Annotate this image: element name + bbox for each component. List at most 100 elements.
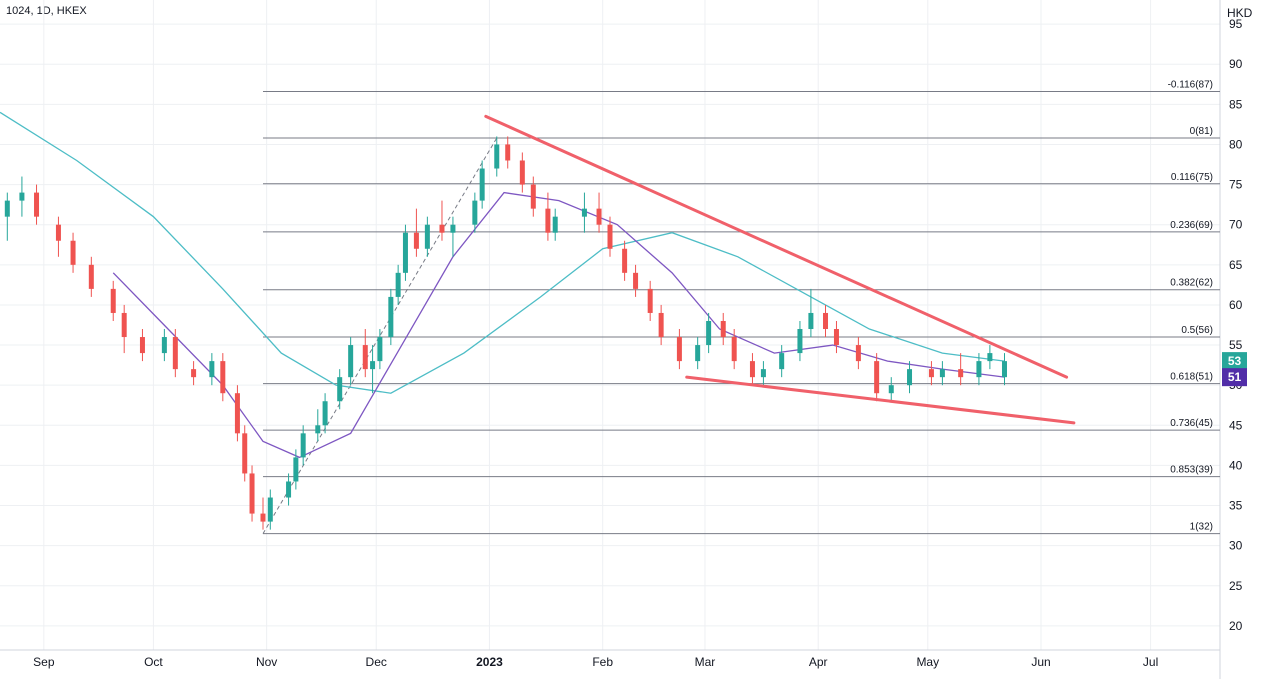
candle xyxy=(958,353,964,386)
candle xyxy=(4,192,10,241)
candle-body xyxy=(596,208,602,225)
candle xyxy=(161,329,167,362)
candle-body xyxy=(220,361,226,394)
price-tick: 75 xyxy=(1229,178,1243,192)
candle-body xyxy=(249,473,255,514)
candle-body xyxy=(658,312,664,338)
candle-body xyxy=(720,320,726,338)
fib-level-label: 0.853(39) xyxy=(1170,465,1213,476)
time-tick: May xyxy=(916,655,939,669)
candle xyxy=(362,329,368,378)
time-tick: Apr xyxy=(809,655,828,669)
candle-body xyxy=(808,312,814,330)
candle xyxy=(888,377,894,402)
time-tick: Nov xyxy=(256,655,277,669)
candle xyxy=(976,353,982,386)
candle-body xyxy=(315,425,321,434)
candle xyxy=(322,393,328,434)
fib-level-label: 0.382(62) xyxy=(1170,278,1213,289)
candle xyxy=(388,288,394,346)
candle-body xyxy=(413,232,419,249)
price-tick: 40 xyxy=(1229,458,1243,472)
time-tick: Feb xyxy=(592,655,613,669)
candle-body xyxy=(987,353,993,362)
candle xyxy=(450,216,456,257)
candle-body xyxy=(337,377,343,402)
time-tick: Dec xyxy=(366,655,387,669)
candle xyxy=(823,304,829,338)
candle-body xyxy=(55,224,61,241)
candle-body xyxy=(191,369,197,378)
candle xyxy=(797,320,803,362)
time-tick: Sep xyxy=(33,655,55,669)
price-tick: 35 xyxy=(1229,499,1243,513)
candle-body xyxy=(494,144,500,169)
candle-body xyxy=(505,144,511,161)
candle xyxy=(833,320,839,354)
price-tick: 80 xyxy=(1229,137,1243,151)
time-tick: 2023 xyxy=(476,655,503,669)
trendline xyxy=(484,114,1069,379)
fib-level-label: 0.736(45) xyxy=(1170,418,1213,429)
candle xyxy=(402,224,408,281)
candle-body xyxy=(234,393,240,434)
price-tick: 70 xyxy=(1229,218,1243,232)
time-tick: Mar xyxy=(695,655,716,669)
candle xyxy=(581,192,587,233)
candle-body xyxy=(928,369,934,378)
price-badge-label: 53 xyxy=(1228,354,1242,368)
candle-body xyxy=(439,224,445,233)
candle xyxy=(1001,353,1007,386)
candle xyxy=(242,425,248,482)
candle xyxy=(377,329,383,370)
candle xyxy=(530,176,536,217)
candle-body xyxy=(695,345,701,362)
candle-body xyxy=(779,353,785,370)
candle xyxy=(121,304,127,354)
candle-body xyxy=(545,208,551,233)
candle xyxy=(505,136,511,169)
candle xyxy=(760,361,766,386)
fib-level-label: 0(81) xyxy=(1190,126,1213,137)
price-tick: 65 xyxy=(1229,258,1243,272)
candle xyxy=(987,345,993,370)
fib-level-label: 0.116(75) xyxy=(1171,172,1213,183)
candle xyxy=(855,337,861,370)
candle-body xyxy=(402,232,408,273)
candle xyxy=(220,353,226,402)
candle xyxy=(315,409,321,442)
candle xyxy=(370,345,376,394)
candle xyxy=(472,192,478,233)
candle-body xyxy=(121,312,127,338)
candle-body xyxy=(260,513,266,522)
candle xyxy=(622,240,628,281)
candle xyxy=(633,264,639,297)
candle-body xyxy=(209,361,215,378)
candle xyxy=(676,329,682,370)
candle xyxy=(731,329,737,370)
price-tick: 30 xyxy=(1229,539,1243,553)
candle xyxy=(494,136,500,177)
candle xyxy=(720,312,726,346)
candle xyxy=(139,329,145,362)
candle xyxy=(34,184,40,225)
candle xyxy=(110,280,116,321)
candle xyxy=(779,345,785,378)
candle xyxy=(695,337,701,370)
price-tick: 60 xyxy=(1229,298,1243,312)
candle xyxy=(348,337,354,386)
candle-body xyxy=(607,224,613,249)
candle-body xyxy=(1001,361,1007,378)
candle-body xyxy=(242,433,248,474)
candle-body xyxy=(161,337,167,354)
candle-body xyxy=(4,200,10,217)
candle-body xyxy=(300,433,306,458)
candle-body xyxy=(706,320,712,346)
candle xyxy=(519,152,525,193)
price-tick: 20 xyxy=(1229,619,1243,633)
candle xyxy=(874,353,880,402)
candle-body xyxy=(472,200,478,225)
candle-body xyxy=(552,216,558,233)
candle xyxy=(479,160,485,209)
